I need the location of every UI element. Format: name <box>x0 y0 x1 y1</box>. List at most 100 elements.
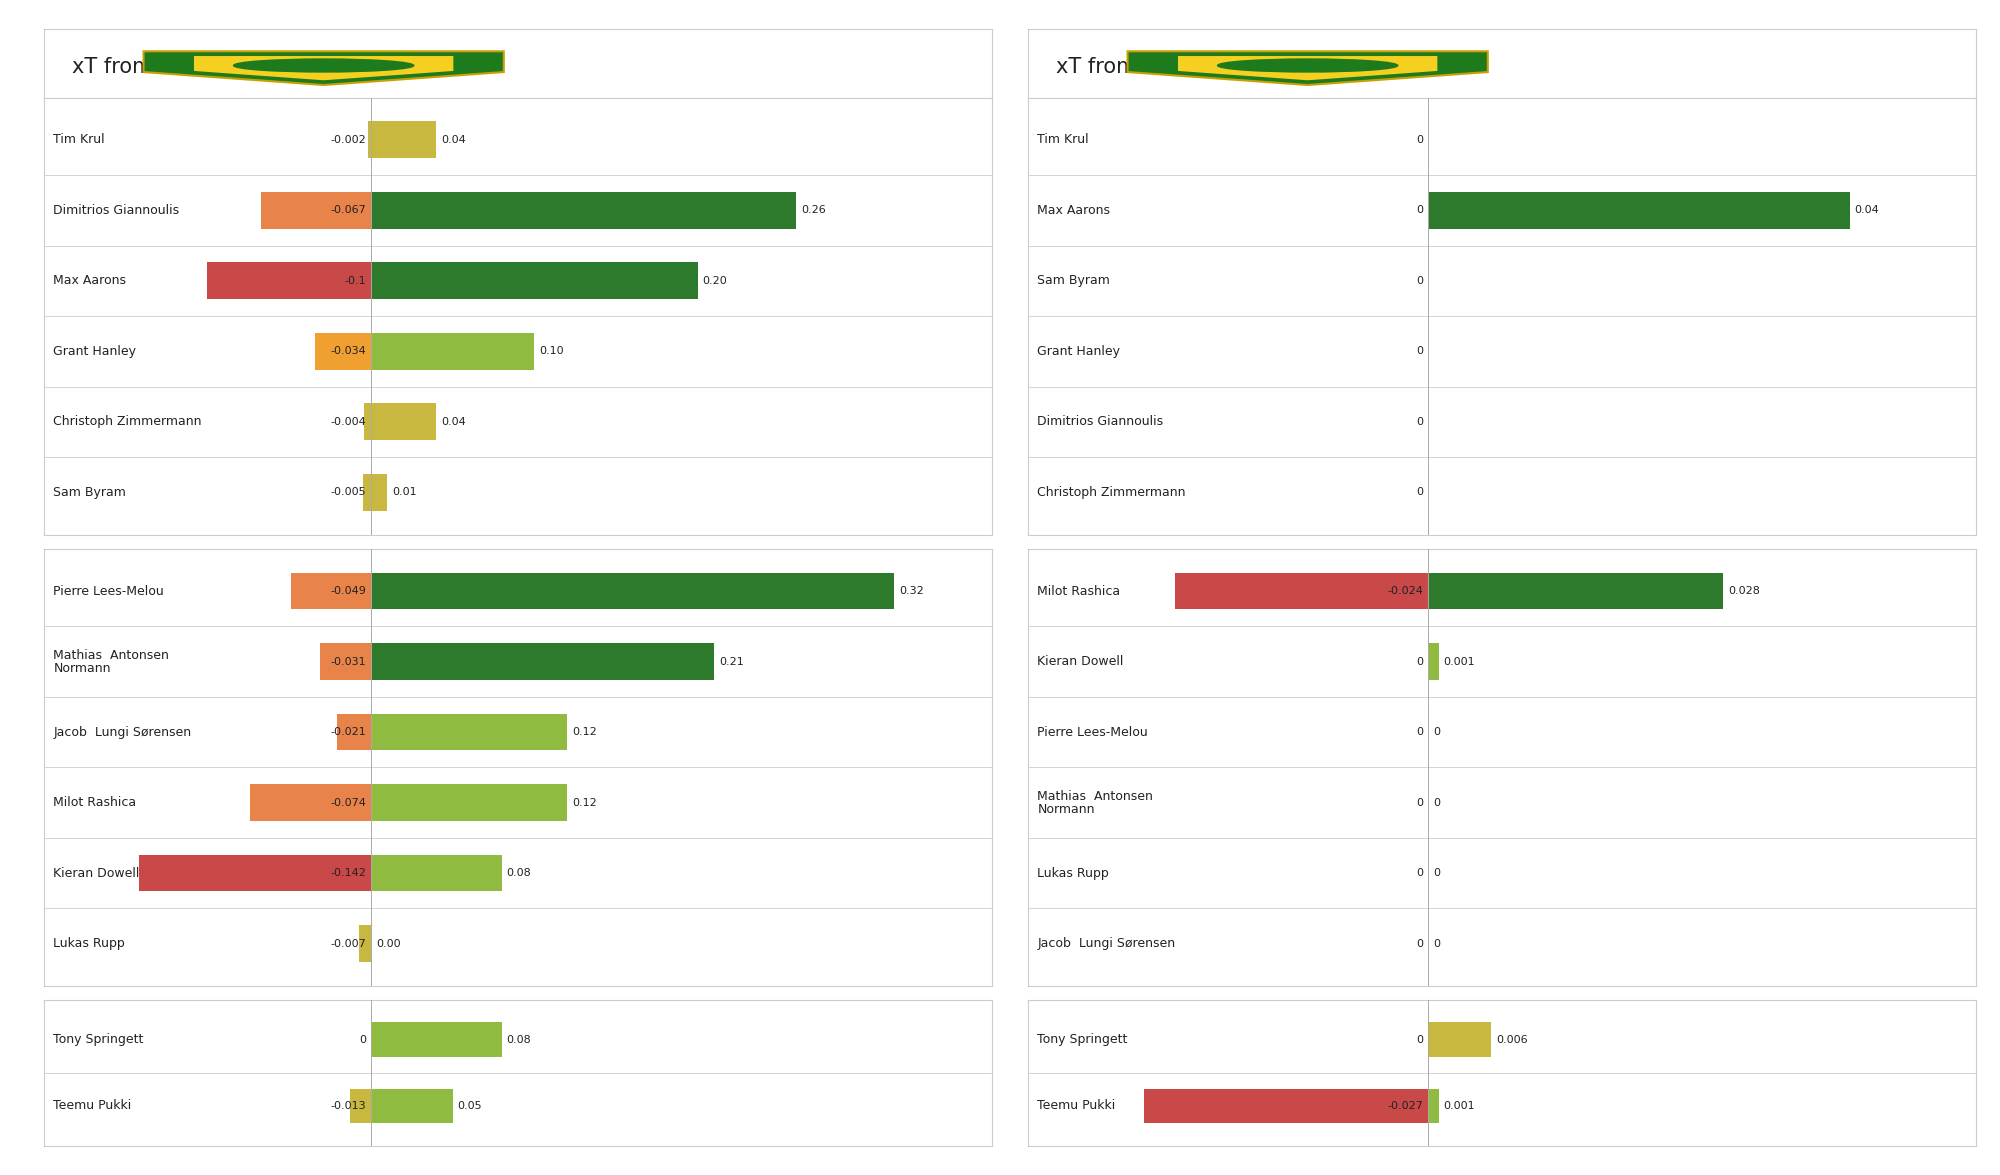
Text: Sam Byram: Sam Byram <box>1038 274 1110 288</box>
Text: 0.32: 0.32 <box>898 586 924 596</box>
Text: -0.067: -0.067 <box>330 206 366 215</box>
Text: Tony Springett: Tony Springett <box>54 1033 144 1046</box>
Text: 0.12: 0.12 <box>572 798 596 807</box>
Bar <box>370 643 714 680</box>
Text: 0: 0 <box>1416 868 1424 878</box>
Bar <box>370 784 568 821</box>
Bar <box>364 403 370 441</box>
Text: 0.001: 0.001 <box>1444 657 1476 666</box>
Bar <box>362 474 370 511</box>
Text: 0: 0 <box>1416 657 1424 666</box>
Text: 0: 0 <box>1416 1035 1424 1045</box>
Text: 0: 0 <box>1416 417 1424 427</box>
Text: 0.10: 0.10 <box>540 347 564 356</box>
Text: Pierre Lees-Melou: Pierre Lees-Melou <box>1038 725 1148 739</box>
Text: Teemu Pukki: Teemu Pukki <box>54 1100 132 1113</box>
Bar <box>1428 1089 1438 1123</box>
Text: -0.027: -0.027 <box>1388 1101 1424 1110</box>
Text: -0.1: -0.1 <box>344 276 366 286</box>
Text: 0: 0 <box>1434 868 1440 878</box>
Text: Grant Hanley: Grant Hanley <box>1038 344 1120 358</box>
Bar <box>370 262 698 300</box>
Text: -0.034: -0.034 <box>330 347 366 356</box>
Text: Jacob  Lungi Sørensen: Jacob Lungi Sørensen <box>1038 936 1176 951</box>
Text: Tim Krul: Tim Krul <box>1038 133 1090 147</box>
Bar <box>370 1022 502 1056</box>
Text: Mathias  Antonsen
Normann: Mathias Antonsen Normann <box>54 649 170 674</box>
Bar <box>370 854 502 892</box>
Text: 0: 0 <box>1416 347 1424 356</box>
Text: 0.028: 0.028 <box>1728 586 1760 596</box>
Text: 0: 0 <box>1416 939 1424 948</box>
Bar <box>370 713 568 751</box>
Polygon shape <box>194 56 454 80</box>
Text: -0.021: -0.021 <box>330 727 366 737</box>
Bar <box>370 121 436 159</box>
Text: 0: 0 <box>1416 727 1424 737</box>
Text: Grant Hanley: Grant Hanley <box>54 344 136 358</box>
Text: -0.049: -0.049 <box>330 586 366 596</box>
Circle shape <box>1218 59 1398 72</box>
Text: -0.142: -0.142 <box>330 868 366 878</box>
Text: -0.013: -0.013 <box>330 1101 366 1110</box>
Bar <box>370 1089 452 1123</box>
Text: 0: 0 <box>1416 135 1424 145</box>
Text: 0.04: 0.04 <box>442 417 466 427</box>
Text: -0.005: -0.005 <box>330 488 366 497</box>
Text: 0.08: 0.08 <box>506 1035 532 1045</box>
Text: 0.20: 0.20 <box>702 276 728 286</box>
Bar <box>370 403 436 441</box>
Text: 0.26: 0.26 <box>800 206 826 215</box>
Text: 0.01: 0.01 <box>392 488 416 497</box>
Text: Lukas Rupp: Lukas Rupp <box>1038 866 1110 880</box>
Bar <box>320 643 370 680</box>
Bar <box>370 333 534 370</box>
Text: Tim Krul: Tim Krul <box>54 133 106 147</box>
Text: xT from Passes: xT from Passes <box>72 56 230 76</box>
Bar <box>368 121 370 159</box>
Bar <box>350 1089 370 1123</box>
Text: 0: 0 <box>358 1035 366 1045</box>
Polygon shape <box>1128 52 1488 85</box>
Bar <box>1176 572 1428 610</box>
Text: 0.21: 0.21 <box>720 657 744 666</box>
Bar <box>1428 192 1850 229</box>
Bar <box>1428 1022 1492 1056</box>
Text: Lukas Rupp: Lukas Rupp <box>54 936 126 951</box>
Text: Tony Springett: Tony Springett <box>1038 1033 1128 1046</box>
Bar <box>138 854 370 892</box>
Bar <box>290 572 370 610</box>
Text: 0: 0 <box>1416 798 1424 807</box>
Bar <box>1144 1089 1428 1123</box>
Text: 0.04: 0.04 <box>442 135 466 145</box>
Text: 0.04: 0.04 <box>1854 206 1880 215</box>
Polygon shape <box>144 52 504 85</box>
Bar <box>1428 643 1438 680</box>
Text: 0.001: 0.001 <box>1444 1101 1476 1110</box>
Text: Christoph Zimmermann: Christoph Zimmermann <box>54 415 202 429</box>
Text: Max Aarons: Max Aarons <box>1038 203 1110 217</box>
Text: Kieran Dowell: Kieran Dowell <box>54 866 140 880</box>
Text: -0.024: -0.024 <box>1388 586 1424 596</box>
Text: 0: 0 <box>1416 206 1424 215</box>
Bar <box>336 713 370 751</box>
Circle shape <box>234 59 414 72</box>
Bar <box>262 192 370 229</box>
Text: Teemu Pukki: Teemu Pukki <box>1038 1100 1116 1113</box>
Bar <box>360 925 370 962</box>
Text: 0: 0 <box>1416 488 1424 497</box>
Text: Mathias  Antonsen
Normann: Mathias Antonsen Normann <box>1038 790 1154 815</box>
Text: Pierre Lees-Melou: Pierre Lees-Melou <box>54 584 164 598</box>
Text: 0.12: 0.12 <box>572 727 596 737</box>
Bar <box>208 262 370 300</box>
Text: xT from Dribbles: xT from Dribbles <box>1056 56 1230 76</box>
Text: Milot Rashica: Milot Rashica <box>54 795 136 810</box>
Polygon shape <box>1178 56 1438 80</box>
Bar <box>250 784 370 821</box>
Text: -0.004: -0.004 <box>330 417 366 427</box>
Text: 0.05: 0.05 <box>458 1101 482 1110</box>
Text: Jacob  Lungi Sørensen: Jacob Lungi Sørensen <box>54 725 192 739</box>
Text: 0.00: 0.00 <box>376 939 400 948</box>
Text: Kieran Dowell: Kieran Dowell <box>1038 654 1124 669</box>
Bar <box>1428 572 1724 610</box>
